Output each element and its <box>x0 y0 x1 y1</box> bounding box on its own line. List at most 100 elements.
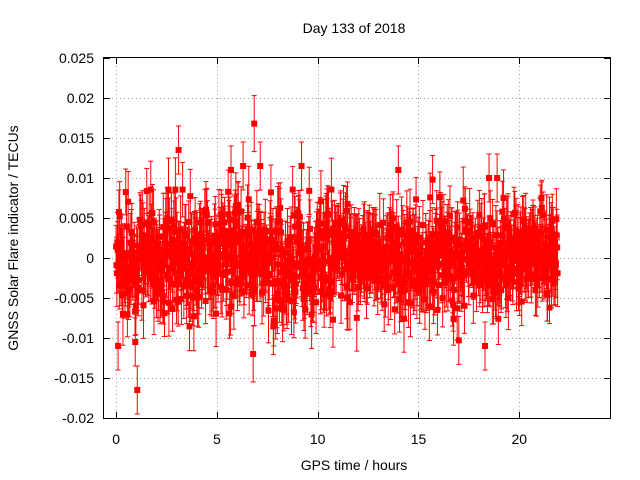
data-point <box>332 265 339 272</box>
data-point <box>344 200 351 207</box>
data-point <box>271 278 278 285</box>
data-point <box>486 175 493 181</box>
data-point <box>429 176 436 183</box>
data-point <box>400 315 407 322</box>
data-point <box>213 310 220 317</box>
data-point <box>504 278 511 285</box>
data-point <box>205 263 212 270</box>
data-point <box>168 236 175 243</box>
data-point <box>186 260 193 267</box>
data-point <box>504 222 511 229</box>
data-point <box>317 198 324 205</box>
x-tick-label: 20 <box>511 431 527 447</box>
data-point <box>550 280 557 287</box>
data-point <box>202 264 209 271</box>
data-point <box>298 163 305 169</box>
data-point <box>147 186 154 193</box>
data-point <box>390 240 397 247</box>
data-point <box>323 291 330 298</box>
data-point <box>119 310 126 317</box>
data-point <box>178 295 185 302</box>
data-point <box>476 211 483 218</box>
data-point <box>407 218 414 225</box>
data-point <box>132 339 139 345</box>
data-point <box>279 251 286 258</box>
data-point <box>346 233 353 240</box>
data-point <box>291 285 298 292</box>
data-point <box>446 212 453 219</box>
data-point <box>400 231 407 238</box>
data-point <box>450 315 457 322</box>
data-point <box>128 229 135 236</box>
data-point <box>278 300 285 307</box>
data-point <box>169 280 176 287</box>
data-point <box>149 209 156 216</box>
data-point <box>406 234 413 241</box>
data-point <box>150 298 157 305</box>
data-point <box>165 186 172 193</box>
data-point <box>278 246 285 253</box>
data-point <box>426 303 433 310</box>
data-point <box>126 285 133 292</box>
data-point <box>435 252 442 259</box>
data-point <box>552 261 559 268</box>
data-point <box>172 186 179 193</box>
data-point <box>265 307 272 314</box>
data-point <box>380 247 387 254</box>
data-point <box>296 213 303 220</box>
data-point <box>289 262 296 269</box>
data-point <box>128 276 135 283</box>
data-point <box>502 282 509 289</box>
data-point <box>177 227 184 234</box>
data-point <box>272 241 279 248</box>
data-point <box>301 268 308 275</box>
data-point <box>171 269 178 276</box>
data-point <box>169 263 176 270</box>
data-point <box>490 244 497 251</box>
data-point <box>473 279 480 286</box>
data-point <box>516 277 523 284</box>
data-point <box>343 207 350 214</box>
data-point <box>500 215 507 222</box>
data-point <box>192 238 199 245</box>
data-point <box>405 248 412 255</box>
data-point <box>201 254 208 261</box>
data-point <box>224 256 231 263</box>
data-point <box>326 232 333 239</box>
data-point <box>186 323 193 330</box>
y-tick-label: -0.005 <box>54 290 94 306</box>
axis-ticks <box>104 58 610 419</box>
data-point <box>481 222 488 229</box>
data-point <box>179 186 186 193</box>
data-point <box>554 270 561 277</box>
data-point <box>407 300 414 307</box>
data-point <box>159 292 166 299</box>
data-point <box>208 240 215 247</box>
data-point <box>173 237 180 244</box>
data-point <box>434 306 441 313</box>
data-point <box>165 299 172 306</box>
data-point <box>270 317 277 324</box>
x-tick-labels: 0 5 10 15 20 <box>112 431 527 447</box>
data-point <box>272 305 279 312</box>
data-point <box>353 314 360 321</box>
y-tick-label: 0.02 <box>67 90 94 106</box>
data-point <box>228 167 235 173</box>
data-point <box>123 223 130 230</box>
data-point <box>132 308 139 315</box>
y-tick-label: -0.01 <box>62 330 94 346</box>
data-point <box>308 311 315 318</box>
data-point <box>193 233 200 240</box>
data-point <box>539 274 546 281</box>
data-point <box>494 232 501 239</box>
data-point <box>138 287 145 294</box>
data-point <box>482 271 489 278</box>
data-point <box>393 252 400 259</box>
data-point <box>294 236 301 243</box>
data-point <box>487 215 494 222</box>
data-point <box>528 275 535 282</box>
data-point <box>219 287 226 294</box>
data-point <box>360 226 367 233</box>
data-point <box>160 298 167 305</box>
data-point <box>319 234 326 241</box>
